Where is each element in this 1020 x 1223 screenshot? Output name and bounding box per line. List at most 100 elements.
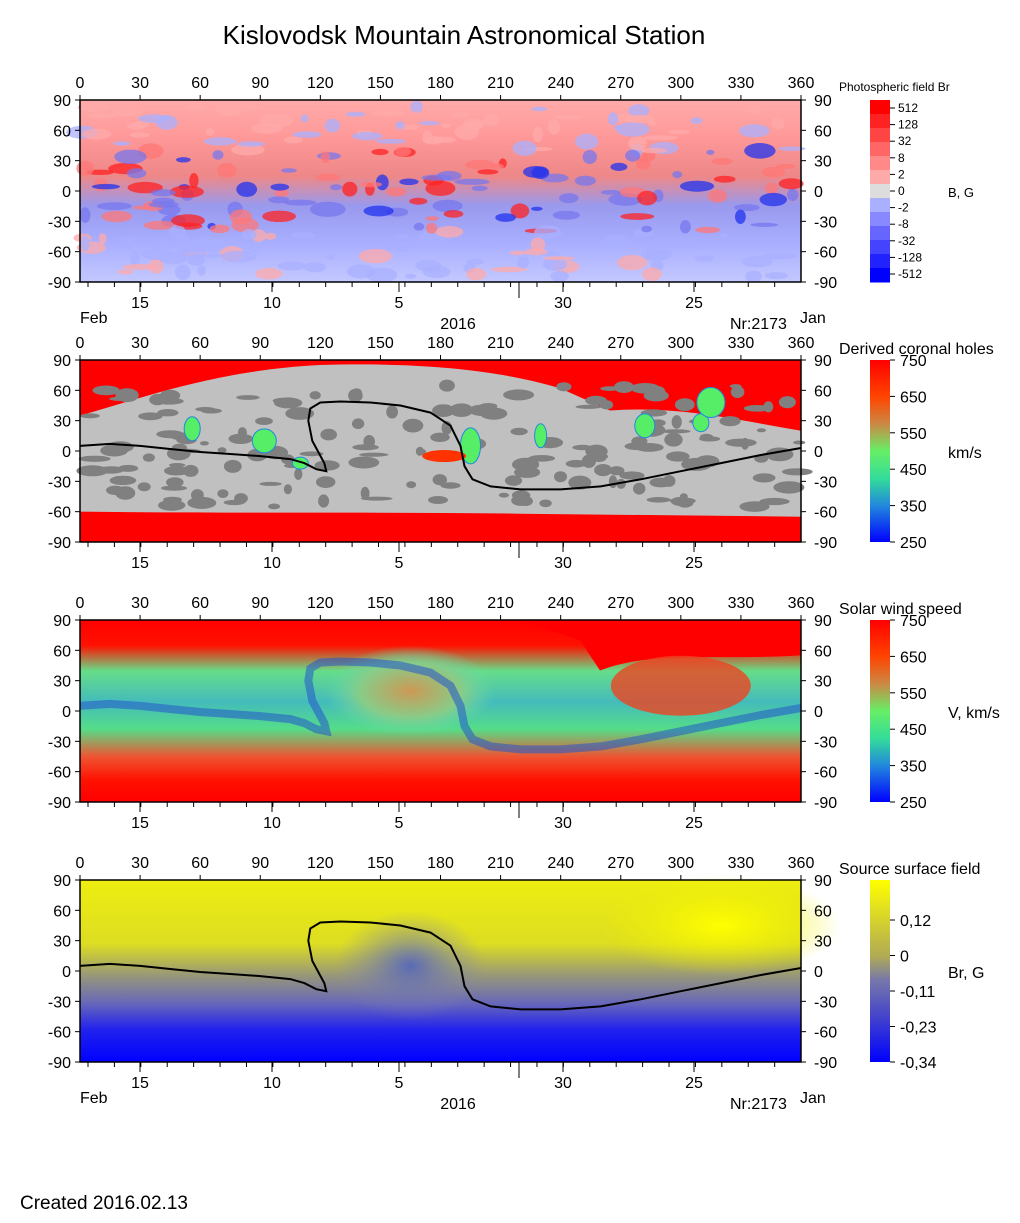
field-patch <box>270 183 290 191</box>
gray-patch <box>719 416 741 427</box>
x-tick-label: 120 <box>307 855 334 872</box>
x-tick-label: 270 <box>607 595 634 612</box>
streamer-belt <box>79 657 802 754</box>
field-patch <box>112 108 143 117</box>
gray-patch <box>314 460 340 471</box>
gray-patch <box>348 456 380 469</box>
colorbar-step <box>870 226 890 241</box>
field-patch <box>138 114 170 123</box>
date-tick-label: 25 <box>685 1075 703 1092</box>
field-patch <box>713 175 736 183</box>
y-tick-label-left: 60 <box>53 123 71 140</box>
gray-patch <box>619 471 645 480</box>
y-tick-label-left: -90 <box>48 1055 71 1072</box>
field-patch <box>150 189 176 197</box>
date-tick-label: 30 <box>554 815 572 832</box>
field-patch <box>548 118 561 135</box>
field-patch <box>624 114 656 123</box>
gray-patch <box>283 484 292 495</box>
gray-patch <box>386 405 398 419</box>
field-patch <box>141 248 174 260</box>
date-tick-label: 15 <box>131 295 149 312</box>
fast-wind-east <box>610 655 751 716</box>
field-patch <box>221 250 257 263</box>
field-patch <box>268 196 290 204</box>
colorbar-step <box>870 184 890 199</box>
field-patch <box>443 210 464 218</box>
field-patch <box>559 193 579 204</box>
field-patch <box>517 256 530 269</box>
field-patch <box>543 256 575 261</box>
colorbar-label: 650 <box>900 389 927 406</box>
field-patch <box>303 262 326 273</box>
gray-patch <box>773 481 805 494</box>
gray-patch <box>725 438 757 447</box>
x-tick-label: 60 <box>191 855 209 872</box>
field-patch <box>316 173 341 182</box>
y-tick-label-right: -90 <box>814 795 837 812</box>
field-patch <box>415 259 442 272</box>
gray-patch <box>402 418 424 433</box>
field-patch <box>216 162 237 178</box>
gray-patch <box>360 496 393 501</box>
field-patch <box>761 253 797 260</box>
field-patch <box>117 269 133 275</box>
gray-patch <box>157 392 174 401</box>
x-tick-label: 330 <box>728 75 755 92</box>
field-patch <box>765 182 779 195</box>
y-tick-label-right: -90 <box>814 535 837 552</box>
colorbar-label: 450 <box>900 462 927 479</box>
field-patch <box>76 160 94 176</box>
colorbar-label: 550 <box>900 686 927 703</box>
gray-patch <box>519 496 533 507</box>
field-patch <box>643 135 679 141</box>
field-patch <box>309 201 346 217</box>
field-patch <box>160 241 171 248</box>
year-label: 2016 <box>440 316 476 333</box>
created-date: Created 2016.02.13 <box>20 1193 188 1214</box>
colorbar-step <box>870 156 890 171</box>
coronal-hole-core <box>422 450 467 463</box>
y-tick-label-left: -90 <box>48 535 71 552</box>
x-tick-label: 210 <box>487 855 514 872</box>
x-tick-label: 300 <box>667 335 694 352</box>
colorbar-step <box>870 128 890 143</box>
y-tick-label-left: -60 <box>48 765 71 782</box>
field-patch <box>205 127 215 136</box>
gray-patch <box>309 391 321 400</box>
x-tick-label: 210 <box>487 595 514 612</box>
y-tick-label-left: -30 <box>48 214 71 231</box>
field-patch <box>79 207 91 224</box>
date-tick-label: 10 <box>263 815 281 832</box>
coronal-hole <box>251 428 277 454</box>
colorbar-label: -0,11 <box>900 984 935 1001</box>
x-tick-label: 270 <box>607 335 634 352</box>
x-tick-label: 30 <box>131 595 149 612</box>
field-patch <box>451 112 470 118</box>
field-patch <box>122 264 158 270</box>
field-patch <box>176 157 191 163</box>
y-tick-label-left: 0 <box>62 704 71 721</box>
field-patch <box>672 171 683 179</box>
y-tick-label-left: 0 <box>62 964 71 981</box>
y-tick-label-left: 90 <box>53 93 71 110</box>
x-tick-label: 330 <box>728 855 755 872</box>
gray-patch <box>195 407 216 412</box>
field-patch <box>352 131 383 141</box>
y-tick-label-right: 30 <box>814 414 832 431</box>
field-patch <box>764 272 788 280</box>
y-tick-label-left: -90 <box>48 795 71 812</box>
gray-patch <box>415 446 424 456</box>
y-tick-label-right: 30 <box>814 674 832 691</box>
field-patch <box>744 143 776 159</box>
colorbar-label: 0 <box>900 949 909 966</box>
gray-patch <box>793 440 806 445</box>
colorbar-label: 250 <box>900 795 927 812</box>
field-patch <box>741 256 773 268</box>
field-patch <box>283 136 303 144</box>
field-patch <box>259 114 294 128</box>
y-tick-label-left: 0 <box>62 184 71 201</box>
colorbar-step <box>870 114 890 129</box>
field-patch <box>747 105 761 115</box>
x-tick-label: 210 <box>487 335 514 352</box>
